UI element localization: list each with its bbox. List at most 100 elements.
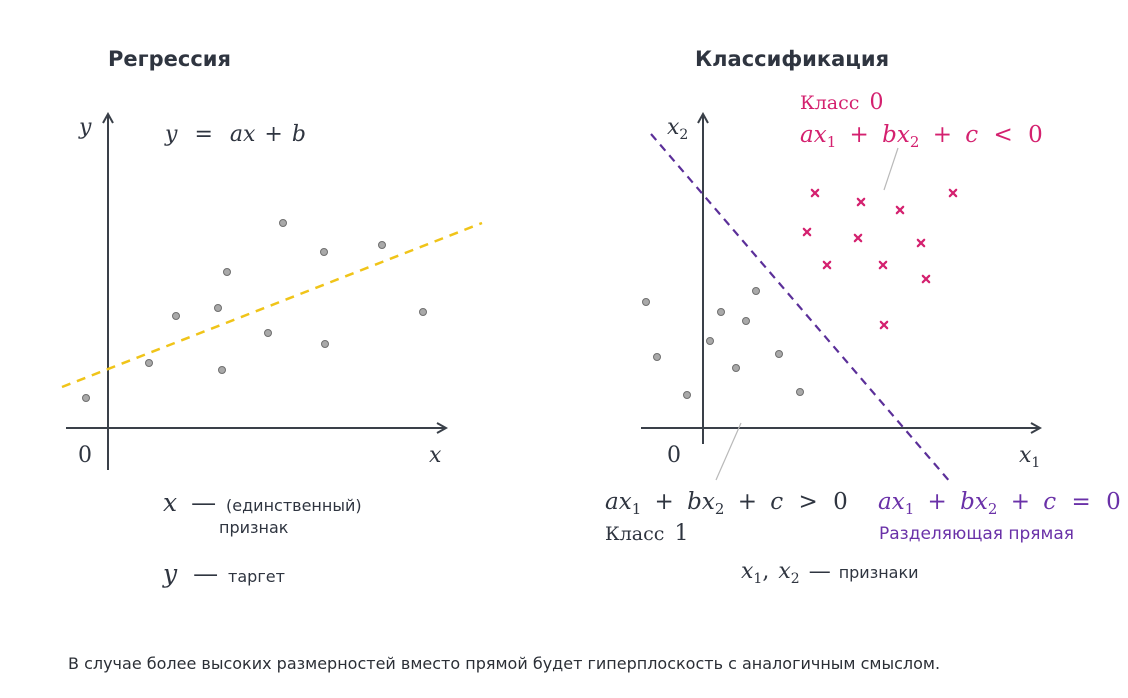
- data-point: [264, 329, 272, 337]
- y-description: y — таргет: [162, 559, 285, 588]
- class1-label: Класс 1: [605, 521, 688, 546]
- regression-x-axis-label: x: [429, 443, 442, 468]
- ineq-rhs: 0: [1028, 122, 1043, 148]
- equation-b: b: [292, 122, 306, 147]
- separator-equation: ax1 + bx2 + c = 0: [878, 489, 1121, 520]
- class1-point: [706, 337, 714, 345]
- x1-axis-label: x1: [1019, 443, 1040, 471]
- equation-plus: +: [264, 122, 282, 147]
- classification-origin-label: 0: [667, 443, 681, 468]
- feature-sub-1: 1: [753, 571, 762, 587]
- class1-point: [642, 298, 650, 306]
- ineq-sub-1: 1: [905, 500, 915, 518]
- ineq-operator: =: [1072, 489, 1091, 515]
- regression-panel: Регрессия y x 0 y = ax + b: [61, 47, 483, 588]
- ineq-sub-1: 1: [827, 133, 837, 151]
- class1-point: [775, 350, 783, 358]
- class1-point: [752, 287, 760, 295]
- equation-lhs: y: [164, 122, 178, 147]
- x-desc-line2: признак: [219, 518, 289, 537]
- data-point: [419, 308, 427, 316]
- class1-point: [732, 364, 740, 372]
- ineq-term-b: bx: [960, 489, 988, 515]
- class0-point: [853, 233, 863, 243]
- feature-comma: ,: [762, 559, 769, 584]
- feature-sub-2: 2: [791, 571, 800, 587]
- separator-label: Разделяющая прямая: [879, 524, 1074, 544]
- class0-label: Класс 0: [800, 90, 883, 115]
- class0-point: [810, 188, 820, 198]
- ineq-plus: +: [850, 122, 869, 148]
- class1-points: [642, 287, 804, 399]
- data-point: [214, 304, 222, 312]
- x2-axis-label-sub: 2: [679, 127, 688, 143]
- ineq-plus: +: [738, 489, 757, 515]
- ineq-rhs: 0: [1106, 489, 1121, 515]
- ineq-term-a: ax: [800, 122, 827, 148]
- ineq-plus: +: [928, 489, 947, 515]
- ineq-sub-1: 1: [632, 500, 642, 518]
- class0-point: [878, 260, 888, 270]
- caption: В случае более высоких размерностей вмес…: [68, 654, 941, 673]
- y-desc-text: таргет: [228, 567, 285, 586]
- regression-y-axis-label: y: [78, 115, 92, 140]
- class1-num: 1: [674, 521, 688, 546]
- separator-line: [650, 133, 952, 484]
- data-point: [172, 312, 180, 320]
- ineq-operator: <: [994, 122, 1013, 148]
- classification-panel: Классификация x2 x1 0 Класс: [605, 47, 1121, 587]
- regression-points: [82, 219, 427, 402]
- x-desc-dash: —: [191, 488, 216, 517]
- regression-origin-label: 0: [78, 443, 92, 468]
- regression-line: [61, 221, 483, 389]
- class0-point: [921, 274, 931, 284]
- equation-ax: ax: [230, 122, 256, 147]
- class0-point: [822, 260, 832, 270]
- ineq-term-a: ax: [878, 489, 905, 515]
- ineq-operator: >: [799, 489, 818, 515]
- class0-leader-line: [883, 147, 899, 191]
- class0-point: [879, 320, 889, 330]
- data-point: [223, 268, 231, 276]
- ineq-term-c: c: [965, 122, 978, 148]
- data-point: [145, 359, 153, 367]
- ineq-term-c: c: [770, 489, 783, 515]
- ineq-term-a: ax: [605, 489, 632, 515]
- x2-axis-label-base: x: [667, 115, 680, 140]
- class0-point: [948, 188, 958, 198]
- x2-axis-label: x2: [667, 115, 688, 143]
- x1-axis-label-sub: 1: [1031, 455, 1040, 471]
- class1-point: [742, 317, 750, 325]
- class0-name: Класс: [800, 92, 859, 114]
- ineq-rhs: 0: [833, 489, 848, 515]
- x-desc-symbol: x: [163, 488, 177, 517]
- ineq-plus: +: [933, 122, 952, 148]
- ineq-plus: +: [1011, 489, 1030, 515]
- class1-inequality: ax1 + bx2 + c > 0: [605, 489, 848, 520]
- class0-point: [802, 227, 812, 237]
- class1-name: Класс: [605, 523, 664, 545]
- data-point: [321, 340, 329, 348]
- ineq-plus: +: [655, 489, 674, 515]
- class1-point: [717, 308, 725, 316]
- class0-points: [802, 188, 958, 330]
- class1-point: [683, 391, 691, 399]
- class0-num: 0: [869, 90, 883, 115]
- ineq-sub-2: 2: [910, 133, 920, 151]
- data-point: [279, 219, 287, 227]
- x1-axis-label-base: x: [1019, 443, 1032, 468]
- equation-eq: =: [194, 122, 212, 147]
- regression-title: Регрессия: [108, 47, 231, 71]
- class1-point: [653, 353, 661, 361]
- y-desc-dash: —: [193, 559, 218, 588]
- classification-title: Классификация: [695, 47, 889, 71]
- data-point: [320, 248, 328, 256]
- y-desc-symbol: y: [162, 559, 178, 588]
- class0-point: [895, 205, 905, 215]
- x-description: x — (единственный): [163, 488, 362, 517]
- feature-x1: x: [741, 559, 754, 584]
- class0-point: [856, 197, 866, 207]
- class0-point: [916, 238, 926, 248]
- class0-inequality: ax1 + bx2 + c < 0: [800, 122, 1043, 153]
